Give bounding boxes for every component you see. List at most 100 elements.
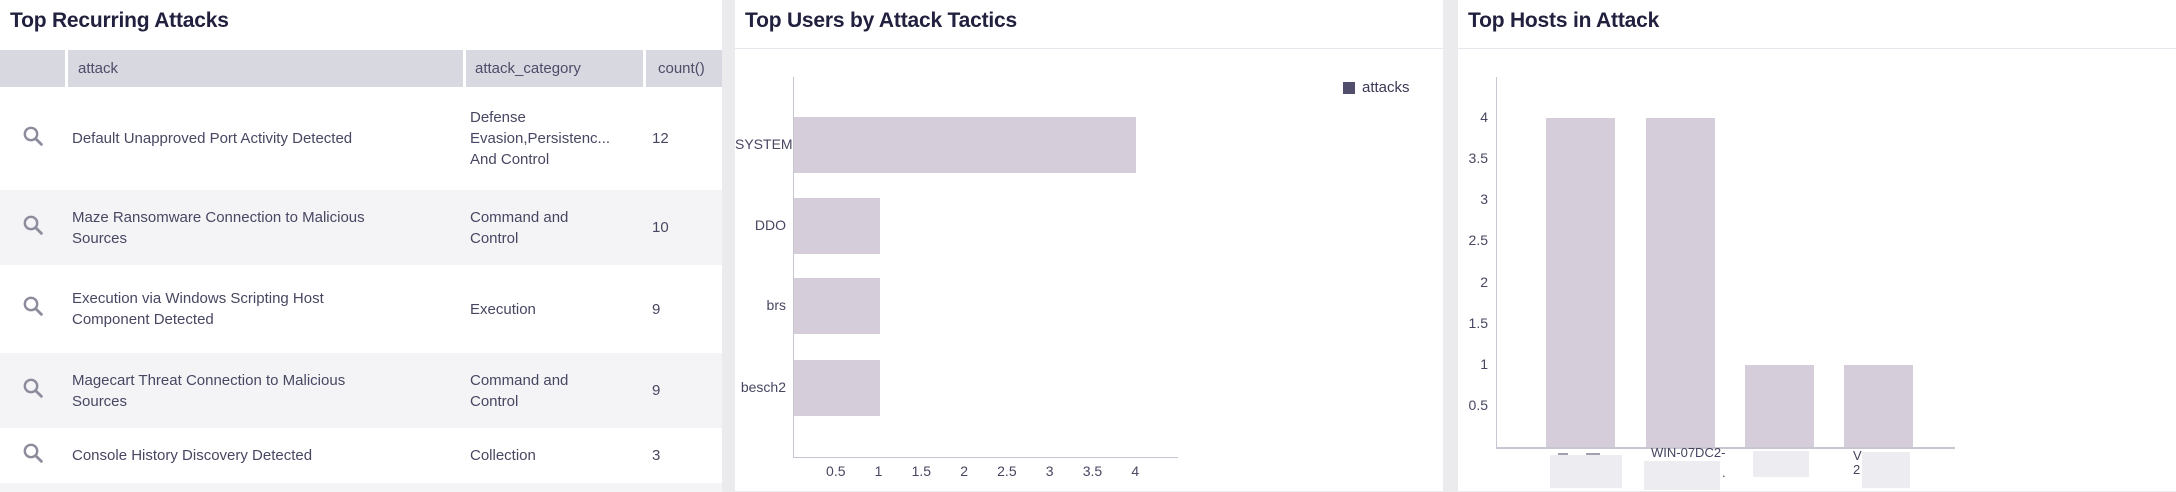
table-row[interactable]: Console History Discovery Detected Collec… <box>0 428 722 483</box>
divider <box>735 48 1443 49</box>
search-icon[interactable] <box>22 377 44 405</box>
attack-cell[interactable]: Console History Discovery Detected <box>65 445 463 466</box>
x-tick-label: 1 <box>874 463 883 479</box>
attack-category-cell[interactable]: Command and Control <box>463 207 643 249</box>
x-axis-line <box>793 457 1178 458</box>
attack-cell-text: Default Unapproved Port Activity Detecte… <box>72 130 353 147</box>
x-tick-label: 0.5 <box>826 463 846 479</box>
column-header-attack-category[interactable]: attack_category <box>463 50 643 87</box>
count-cell[interactable]: 3 <box>643 445 719 466</box>
category-label: SYSTEM <box>735 136 793 152</box>
count-cell-text: 3 <box>652 447 661 464</box>
legend-swatch-icon <box>1343 81 1355 94</box>
magnifier-cell <box>0 295 65 323</box>
count-cell-text: 9 <box>652 382 661 399</box>
users-bar-chart: SYSTEM DDO brs besch2 0.5 1 1.5 2 2.5 3 3.5 4 attack… <box>735 0 1443 491</box>
panel-top-recurring-attacks: Top Recurring Attacks attack attack_cate… <box>0 0 722 492</box>
count-cell-text: 9 <box>652 300 661 318</box>
search-icon[interactable] <box>22 442 44 470</box>
bar[interactable] <box>1745 365 1814 447</box>
category-label: brs <box>766 297 786 313</box>
redacted-host-label <box>1644 461 1720 490</box>
attack-cell[interactable]: Execution via Windows Scripting Host Com… <box>65 288 463 330</box>
y-tick-label: 3 <box>1480 191 1488 208</box>
table-row[interactable]: Default Unapproved Port Activity Detecte… <box>0 87 722 190</box>
attack-cell-text: Maze Ransomware Connection to Malicious … <box>72 208 365 247</box>
bar[interactable] <box>794 360 880 416</box>
page-title: Top Users by Attack Tactics <box>745 9 1017 32</box>
table-row-partial <box>0 483 722 492</box>
bar[interactable] <box>1546 118 1615 447</box>
y-tick-label: 1 <box>1480 355 1488 372</box>
page-title: Top Hosts in Attack <box>1468 9 1660 32</box>
x-tick-label: 2.5 <box>997 463 1017 479</box>
x-tick-label: 2 <box>960 463 969 479</box>
table-header-icon-spacer <box>0 50 65 87</box>
attack-cell[interactable]: Magecart Threat Connection to Malicious … <box>65 370 463 412</box>
page-title: Top Recurring Attacks <box>10 9 229 32</box>
host-label-fragment: V <box>1853 448 1862 463</box>
attack-category-cell[interactable]: Execution <box>463 299 643 320</box>
count-cell[interactable]: 10 <box>643 217 719 238</box>
magnifier-cell <box>0 377 65 405</box>
attack-cell[interactable]: Default Unapproved Port Activity Detecte… <box>65 128 463 149</box>
column-header-count[interactable]: count() <box>643 50 719 87</box>
chart-legend[interactable]: attacks <box>1343 79 1410 96</box>
y-tick-label: 1.5 <box>1468 314 1488 331</box>
redacted-host-label <box>1862 452 1910 488</box>
magnifier-cell <box>0 442 65 470</box>
search-icon[interactable] <box>22 214 44 242</box>
attack-category-cell[interactable]: Command and Control <box>463 370 643 412</box>
table-row[interactable]: Execution via Windows Scripting Host Com… <box>0 265 722 353</box>
y-tick-label: 0.5 <box>1468 396 1488 413</box>
divider <box>1458 48 2176 49</box>
bar[interactable] <box>794 198 880 254</box>
redacted-host-label <box>1753 451 1809 477</box>
host-label-fragment: . <box>1722 465 1726 480</box>
table-header-row: attack attack_category count() <box>0 50 722 87</box>
attack-category-cell[interactable]: Defense Evasion,Persistenc... And Contro… <box>463 107 643 170</box>
bar[interactable] <box>1844 365 1913 447</box>
attack-category-cell[interactable]: Collection <box>463 445 643 466</box>
attack-cell-text: Execution via Windows Scripting Host Com… <box>72 290 324 328</box>
attack-category-cell-text: Execution <box>470 300 536 318</box>
magnifier-cell <box>0 214 65 242</box>
redacted-host-label <box>1550 455 1622 488</box>
table-row[interactable]: Magecart Threat Connection to Malicious … <box>0 353 722 428</box>
attack-category-cell-text: Collection <box>470 447 536 464</box>
x-tick-label: 1.5 <box>911 463 932 479</box>
x-axis-line <box>1496 447 1955 449</box>
count-cell-text: 10 <box>652 219 669 236</box>
y-tick-label: 3.5 <box>1468 150 1488 167</box>
category-label: DDO <box>754 217 786 233</box>
search-icon[interactable] <box>22 295 44 323</box>
attack-category-cell-text: Command and Control <box>470 208 569 247</box>
clipped-text-fragment <box>1558 453 1568 455</box>
category-label: besch2 <box>740 379 786 395</box>
table-row[interactable]: Maze Ransomware Connection to Malicious … <box>0 190 722 265</box>
attack-category-cell-text: Defense Evasion,Persistenc... And Contro… <box>470 109 611 168</box>
count-cell[interactable]: 9 <box>643 299 719 320</box>
panel-top-users-by-attack-tactics: Top Users by Attack Tactics SYSTEM DDO brs… <box>735 0 1443 491</box>
y-axis-line <box>793 77 794 457</box>
panel-top-hosts-in-attack: Top Hosts in Attack 0.5 1 1.5 2 2.5 3 3.5 4 WIN-… <box>1458 0 2176 491</box>
bar[interactable] <box>794 278 880 334</box>
y-tick-label: 2 <box>1480 273 1488 290</box>
attack-cell[interactable]: Maze Ransomware Connection to Malicious … <box>65 207 463 249</box>
legend-label: attacks <box>1362 79 1410 96</box>
y-axis-line <box>1496 77 1497 447</box>
column-header-attack[interactable]: attack <box>65 50 463 87</box>
bar[interactable] <box>794 117 1136 173</box>
count-cell[interactable]: 9 <box>643 380 719 401</box>
clipped-text-fragment <box>1586 453 1600 455</box>
attack-category-cell-text: Command and Control <box>470 371 569 410</box>
search-icon[interactable] <box>22 125 44 153</box>
attack-cell-text: Magecart Threat Connection to Malicious … <box>72 371 346 410</box>
bar[interactable] <box>1646 118 1715 447</box>
x-tick-label: 3 <box>1045 463 1054 479</box>
count-cell[interactable]: 12 <box>643 128 719 149</box>
y-tick-label: 2.5 <box>1468 232 1488 249</box>
x-tick-label: 4 <box>1131 463 1140 479</box>
host-label-fragment: 2 <box>1853 462 1861 477</box>
y-tick-label: 4 <box>1480 109 1488 126</box>
